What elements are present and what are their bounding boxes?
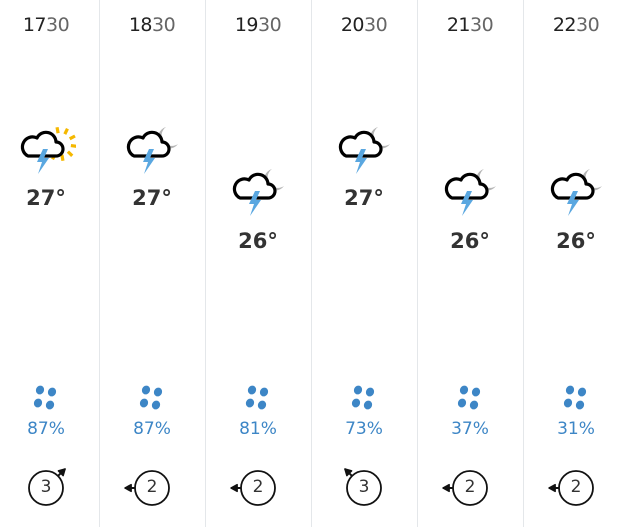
forecast-column[interactable]: 2230 26° 31% 2 xyxy=(523,0,629,527)
time-minutes: 30 xyxy=(46,14,70,36)
thunderstorm-moon-icon xyxy=(126,127,178,174)
time-minutes: 30 xyxy=(576,14,600,36)
wind-direction-icon xyxy=(124,470,170,506)
column-divider xyxy=(311,0,312,527)
lightning-icon xyxy=(143,149,155,174)
column-divider xyxy=(417,0,418,527)
time-hour: 22 xyxy=(552,14,577,36)
wind-direction-icon xyxy=(442,470,488,506)
time-minutes: 30 xyxy=(470,14,494,36)
cloud-icon xyxy=(550,172,595,200)
time-label: 2030 xyxy=(311,14,417,36)
thunderstorm-moon-icon xyxy=(338,127,390,174)
forecast-column[interactable]: 1930 26° 81% 2 xyxy=(205,0,311,527)
wind-speed: 2 xyxy=(570,477,582,497)
cloud-icon xyxy=(232,172,277,200)
temperature: 26° xyxy=(556,229,596,253)
forecast-column[interactable]: 1830 27° 87% 2 xyxy=(99,0,205,527)
rain-drops-icon xyxy=(139,385,163,410)
temperature: 27° xyxy=(26,186,66,210)
wind-direction-icon xyxy=(28,468,66,506)
wind-circle xyxy=(346,470,382,506)
time-label: 2230 xyxy=(523,14,629,36)
time-label: 1830 xyxy=(99,14,205,36)
rain-probability: 87% xyxy=(27,419,65,439)
lightning-icon xyxy=(37,149,49,174)
time-hour: 21 xyxy=(446,14,471,36)
thunderstorm-sun-icon xyxy=(20,126,76,174)
temperature: 26° xyxy=(238,229,278,253)
column-divider xyxy=(99,0,100,527)
thunderstorm-moon-icon xyxy=(550,169,602,216)
lightning-icon xyxy=(249,191,261,216)
wind-speed: 2 xyxy=(146,477,158,497)
time-minutes: 30 xyxy=(152,14,176,36)
lightning-icon xyxy=(355,149,367,174)
lightning-icon xyxy=(567,191,579,216)
wind-speed: 2 xyxy=(252,477,264,497)
time-hour: 17 xyxy=(22,14,47,36)
rain-drops-icon xyxy=(351,385,375,410)
time-label: 2130 xyxy=(417,14,523,36)
time-minutes: 30 xyxy=(364,14,388,36)
cloud-icon xyxy=(444,172,489,200)
rain-drops-icon xyxy=(33,385,57,410)
rain-drops-icon xyxy=(563,385,587,410)
rain-drops-icon xyxy=(457,385,481,410)
wind-direction-icon xyxy=(230,470,276,506)
time-label: 1730 xyxy=(0,14,99,36)
column-divider xyxy=(205,0,206,527)
cloud-icon xyxy=(20,130,65,158)
rain-probability: 31% xyxy=(557,419,595,439)
forecast-column[interactable]: 1730 27° 87% 3 xyxy=(0,0,99,527)
thunderstorm-moon-icon xyxy=(444,169,496,216)
rain-probability: 73% xyxy=(345,419,383,439)
wind-speed: 3 xyxy=(40,477,52,497)
time-hour: 19 xyxy=(234,14,259,36)
wind-direction-icon xyxy=(548,470,594,506)
rain-probability: 37% xyxy=(451,419,489,439)
wind-speed: 3 xyxy=(358,477,370,497)
forecast-column[interactable]: 2030 27° 73% 3 xyxy=(311,0,417,527)
time-hour: 20 xyxy=(340,14,365,36)
time-hour: 18 xyxy=(128,14,153,36)
wind-circle xyxy=(28,470,64,506)
wind-speed: 2 xyxy=(464,477,476,497)
rain-drops-icon xyxy=(245,385,269,410)
cloud-icon xyxy=(338,130,383,158)
temperature: 27° xyxy=(344,186,384,210)
time-minutes: 30 xyxy=(258,14,282,36)
time-label: 1930 xyxy=(205,14,311,36)
lightning-icon xyxy=(461,191,473,216)
wind-direction-icon xyxy=(344,468,382,506)
rain-probability: 81% xyxy=(239,419,277,439)
temperature: 26° xyxy=(450,229,490,253)
thunderstorm-moon-icon xyxy=(232,169,284,216)
temperature: 27° xyxy=(132,186,172,210)
cloud-icon xyxy=(126,130,171,158)
column-divider xyxy=(523,0,524,527)
rain-probability: 87% xyxy=(133,419,171,439)
forecast-column[interactable]: 2130 26° 37% 2 xyxy=(417,0,523,527)
